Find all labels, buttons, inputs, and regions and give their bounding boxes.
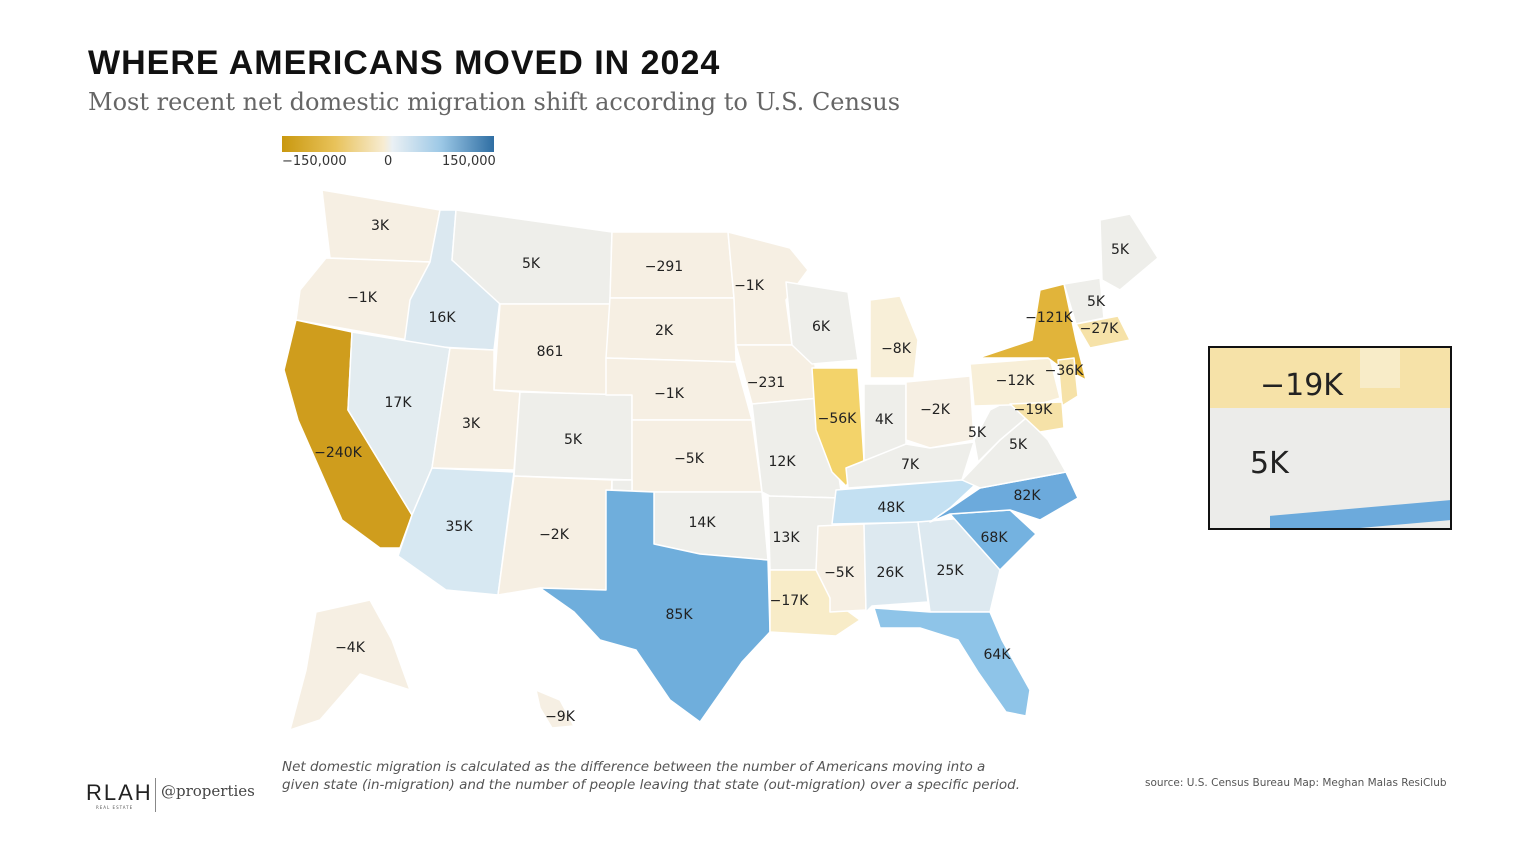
inset-value-bottom: 5K (1250, 446, 1289, 481)
logo-divider (155, 778, 156, 812)
state-value-va: 5K (1009, 437, 1028, 453)
state-value-wa: 3K (371, 218, 390, 234)
inset-value-top: −19K (1260, 368, 1343, 403)
state-ME (1099, 213, 1159, 291)
state-value-sc: 68K (981, 530, 1009, 546)
state-MD (1009, 401, 1065, 433)
legend-min-label: −150,000 (282, 154, 347, 169)
legend-mid-label: 0 (384, 154, 393, 169)
inset-shape-coast (1360, 348, 1400, 388)
state-value-ak: −4K (335, 640, 366, 656)
state-value-ia: −231 (747, 375, 785, 391)
state-OR (295, 257, 431, 341)
state-IL (811, 367, 865, 487)
state-value-wy: 861 (537, 344, 564, 360)
state-value-tn: 48K (878, 500, 906, 516)
state-NY (977, 283, 1087, 381)
state-value-id: 16K (429, 310, 457, 326)
state-value-ca: −240K (314, 445, 362, 461)
state-value-oh: −2K (920, 402, 951, 418)
legend-color-bar (282, 136, 494, 152)
legend-max-label: 150,000 (442, 154, 496, 169)
state-MI (869, 295, 919, 379)
color-legend: −150,000 0 150,000 (282, 136, 496, 172)
state-value-ut: 3K (462, 416, 481, 432)
state-value-sd: 2K (655, 323, 674, 339)
state-value-mi: −8K (881, 341, 912, 357)
state-value-me: 5K (1111, 242, 1130, 258)
state-value-mn: −1K (734, 278, 765, 294)
state-value-ny: −121K (1025, 310, 1073, 326)
state-value-nc: 82K (1014, 488, 1042, 504)
state-value-ok: 14K (689, 515, 717, 531)
rlah-logo: RLAH (86, 780, 153, 805)
state-value-al: 26K (877, 565, 905, 581)
state-AZ (397, 467, 515, 596)
state-value-md: −19K (1014, 402, 1054, 418)
state-AL (863, 521, 929, 613)
state-value-nv: 17K (385, 395, 413, 411)
state-value-ms: −5K (824, 565, 855, 581)
state-WI (785, 281, 859, 365)
state-value-fl: 64K (984, 647, 1012, 663)
state-OH (905, 375, 975, 449)
state-value-mo: 12K (769, 454, 797, 470)
properties-logo: @properties (161, 782, 255, 800)
state-value-ma: −27K (1080, 321, 1120, 337)
state-value-il: −56K (818, 411, 858, 427)
state-TX (539, 489, 771, 723)
state-HI (535, 689, 575, 729)
state-value-nm: −2K (539, 527, 570, 543)
footnote: Net domestic migration is calculated as … (282, 759, 1020, 793)
mid-atlantic-inset: −19K 5K (1208, 346, 1452, 530)
state-value-ar: 13K (773, 530, 801, 546)
state-value-nj: −36K (1045, 363, 1085, 379)
state-value-az: 35K (446, 519, 474, 535)
inset-shape-nc (1270, 500, 1450, 528)
state-value-tx: 85K (666, 607, 694, 623)
state-MA (1075, 315, 1131, 349)
state-value-in: 4K (875, 412, 894, 428)
state-PA (969, 357, 1061, 407)
state-FL (873, 607, 1031, 717)
state-NJ (1057, 357, 1079, 407)
state-value-ga: 25K (937, 563, 965, 579)
state-value-mt: 5K (522, 256, 541, 272)
state-value-hi: −9K (545, 709, 576, 725)
state-AK (289, 599, 411, 731)
inset-shape-top (1210, 348, 1450, 408)
page-title: WHERE AMERICANS MOVED IN 2024 (88, 44, 721, 82)
state-MN (727, 231, 809, 346)
state-value-vt: 5K (1087, 294, 1106, 310)
state-value-or: −1K (347, 290, 378, 306)
state-value-ks: −5K (674, 451, 705, 467)
page-subtitle: Most recent net domestic migration shift… (88, 88, 901, 116)
state-value-la: −17K (770, 593, 810, 609)
state-value-ky: 7K (901, 457, 920, 473)
state-value-ne: −1K (654, 386, 685, 402)
state-value-pa: −12K (996, 373, 1036, 389)
state-value-wi: 6K (812, 319, 831, 335)
source-credit: source: U.S. Census Bureau Map: Meghan M… (1145, 777, 1447, 789)
rlah-logo-sub: REAL ESTATE (96, 805, 134, 810)
state-value-co: 5K (564, 432, 583, 448)
state-value-wv: 5K (968, 425, 987, 441)
state-value-nd: −291 (645, 259, 683, 275)
